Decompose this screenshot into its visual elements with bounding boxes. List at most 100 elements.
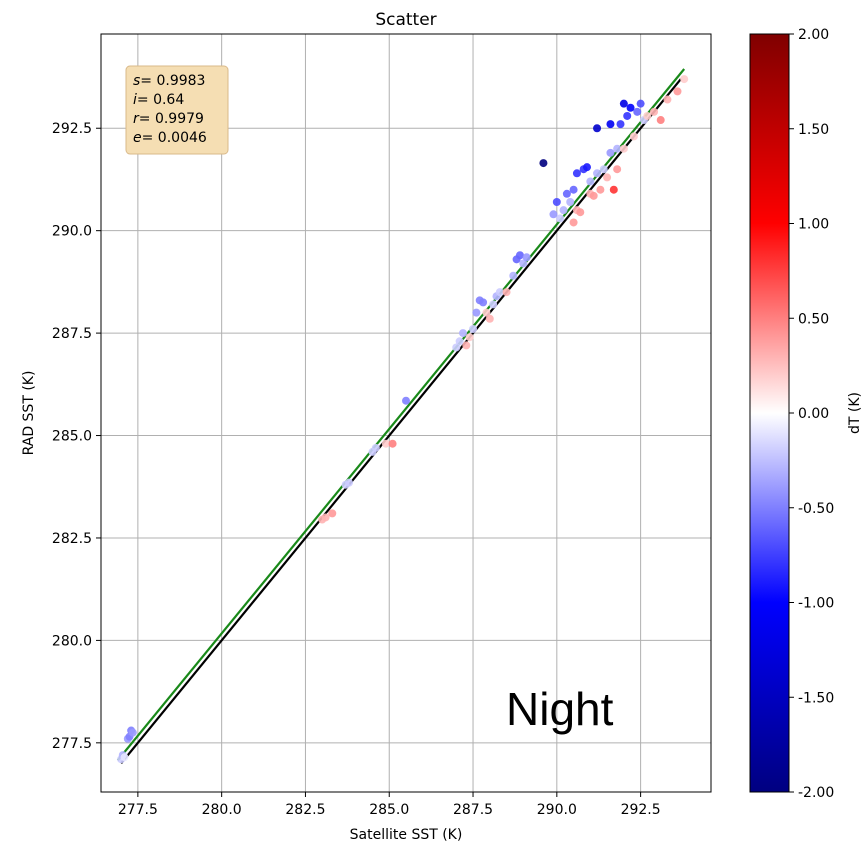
x-tick-label: 285.0 [369, 802, 409, 818]
night-annotation: Night [506, 683, 614, 735]
data-point [566, 197, 575, 206]
data-point [650, 107, 659, 116]
data-point [388, 439, 397, 448]
data-point [609, 185, 618, 194]
y-tick-label: 280.0 [52, 633, 92, 649]
stats-line: s= 0.9983 [133, 73, 205, 89]
x-tick-label: 290.0 [537, 802, 577, 818]
y-axis-label: RAD SST (K) [21, 371, 37, 456]
data-point [485, 314, 494, 323]
data-point [619, 144, 628, 153]
data-point [479, 298, 488, 307]
colorbar-tick-label: -1.50 [798, 690, 834, 706]
data-point [613, 144, 622, 153]
data-point [643, 111, 652, 120]
data-point [321, 513, 330, 522]
data-point [582, 163, 591, 172]
data-point [572, 169, 581, 178]
data-point [552, 197, 561, 206]
data-point [455, 337, 464, 346]
data-point [599, 165, 608, 174]
data-points [117, 75, 689, 764]
colorbar-tick-label: -2.00 [798, 785, 834, 801]
data-point [569, 218, 578, 227]
colorbar-tick-label: 1.50 [798, 122, 829, 138]
y-tick-label: 285.0 [52, 429, 92, 445]
colorbar-label: dT (K) [847, 392, 863, 434]
y-tick-label: 277.5 [52, 736, 92, 752]
colorbar-tick-label: 0.50 [798, 311, 829, 327]
data-point [619, 99, 628, 108]
one-to-one-line [120, 78, 682, 765]
gridlines [101, 34, 711, 792]
stats-line: i= 0.64 [133, 92, 184, 108]
data-point [623, 111, 632, 120]
data-point [633, 107, 642, 116]
colorbar-ticks: 2.00 1.50 1.00 0.50 0.00 -0.50 -1.00 -1.50 -2.00 [789, 27, 834, 801]
data-point [472, 308, 481, 317]
data-point [469, 325, 478, 334]
stats-line: r= 0.9979 [133, 111, 204, 127]
stats-lines: s= 0.9983 i= 0.64 r= 0.9979 e= 0.0046 [133, 73, 207, 146]
data-point [502, 288, 511, 297]
x-tick-label: 277.5 [118, 802, 158, 818]
colorbar-tick-label: -1.00 [798, 596, 834, 612]
data-point [328, 509, 337, 518]
colorbar-tick-label: 1.00 [798, 217, 829, 233]
y-tick-label: 292.5 [52, 121, 92, 137]
data-point [345, 478, 354, 487]
data-point [562, 189, 571, 198]
data-point [593, 124, 602, 133]
x-axis-label: Satellite SST (K) [350, 827, 463, 843]
data-point [556, 214, 565, 223]
data-point [462, 341, 471, 350]
x-axis-ticks: 277.5 280.0 282.5 285.0 287.5 290.0 292.5 [118, 792, 661, 818]
colorbar [749, 33, 790, 793]
data-point [489, 300, 498, 309]
data-point [586, 177, 595, 186]
colorbar-tick-label: 0.00 [798, 406, 829, 422]
data-point [656, 116, 665, 125]
y-axis-ticks: 277.5 280.0 282.5 285.0 287.5 290.0 292.5 [52, 121, 101, 752]
data-point [606, 148, 615, 157]
data-point [522, 253, 531, 262]
chart-title: Scatter [375, 10, 436, 30]
data-point [606, 120, 615, 129]
stats-line: e= 0.0046 [133, 130, 207, 146]
data-point [371, 443, 380, 452]
data-point [629, 132, 638, 141]
x-tick-label: 282.5 [285, 802, 325, 818]
colorbar-tick-label: -0.50 [798, 501, 834, 517]
data-point [381, 439, 390, 448]
data-point [128, 728, 137, 737]
stats-box: s= 0.9983 i= 0.64 r= 0.9979 e= 0.0046 [125, 65, 229, 155]
data-point [509, 271, 518, 280]
data-point [519, 259, 528, 268]
data-point [458, 329, 467, 338]
data-point [465, 333, 474, 342]
x-tick-label: 287.5 [453, 802, 493, 818]
data-point [613, 165, 622, 174]
data-point [616, 120, 625, 129]
data-point [603, 173, 612, 182]
plot-frame [100, 33, 712, 793]
data-point [452, 343, 461, 352]
x-tick-label: 280.0 [202, 802, 242, 818]
data-point [593, 169, 602, 178]
x-tick-label: 292.5 [621, 802, 661, 818]
data-point [589, 191, 598, 200]
data-point [539, 159, 548, 168]
data-point [576, 208, 585, 217]
data-point [626, 103, 635, 112]
data-point [596, 185, 605, 194]
data-point [515, 251, 524, 260]
data-point [482, 308, 491, 317]
stats-box-background [125, 65, 229, 155]
colorbar-tick-label: 2.00 [798, 27, 829, 43]
data-point [636, 99, 645, 108]
y-tick-label: 282.5 [52, 531, 92, 547]
y-tick-label: 287.5 [52, 326, 92, 342]
data-point [673, 87, 682, 96]
data-point [549, 210, 558, 219]
